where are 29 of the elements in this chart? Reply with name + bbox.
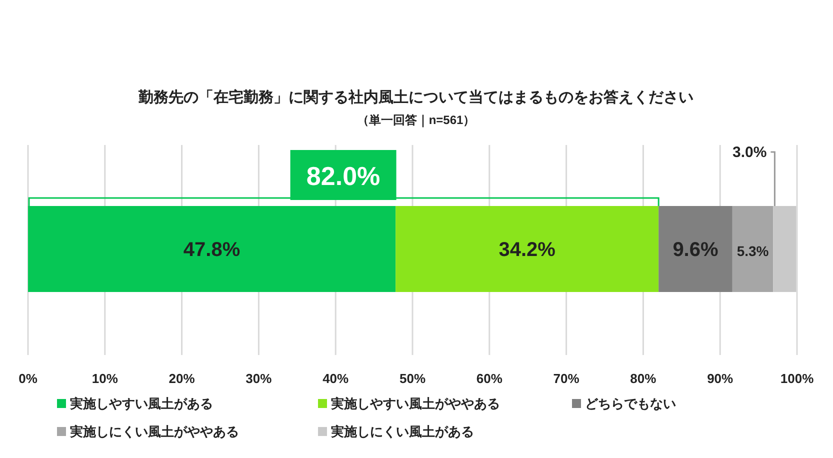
bar [732, 206, 774, 292]
x-tick-label: 100% [780, 371, 814, 386]
data-label: 9.6% [672, 239, 718, 261]
legend-label: 実施しにくい風土がある [330, 424, 474, 439]
x-tick-label: 90% [707, 371, 734, 386]
bar [28, 206, 396, 292]
x-tick-label: 30% [246, 371, 272, 386]
chart-title: 勤務先の「在宅勤務」に関する社内風土について当てはまるものをお答えください [138, 88, 694, 106]
legend-label: どちらでもない [585, 396, 676, 411]
chart-subtitle: （単一回答｜n=561） [356, 113, 476, 128]
bar [773, 206, 796, 292]
x-tick-label: 50% [399, 371, 426, 386]
x-tick-label: 80% [630, 371, 657, 386]
legend-label: 実施しやすい風土がある [69, 396, 213, 411]
x-tick-label: 20% [168, 371, 196, 386]
data-label: 34.2% [498, 239, 556, 261]
annotation: 82.0% [306, 161, 380, 191]
data-label: 47.8% [183, 239, 240, 261]
x-tick-label: 40% [322, 371, 350, 386]
x-tick-label: 70% [553, 371, 580, 386]
data-label: 3.0% [732, 144, 767, 161]
legend-label: 実施しやすい風土がややある [330, 396, 500, 411]
bar [658, 206, 732, 292]
data-label: 5.3% [736, 243, 770, 259]
bar [396, 206, 659, 292]
x-tick-label: 0% [18, 371, 38, 386]
x-tick-label: 10% [92, 371, 118, 386]
legend-label: 実施しにくい風土がややある [69, 424, 239, 439]
x-tick-label: 60% [476, 371, 503, 386]
